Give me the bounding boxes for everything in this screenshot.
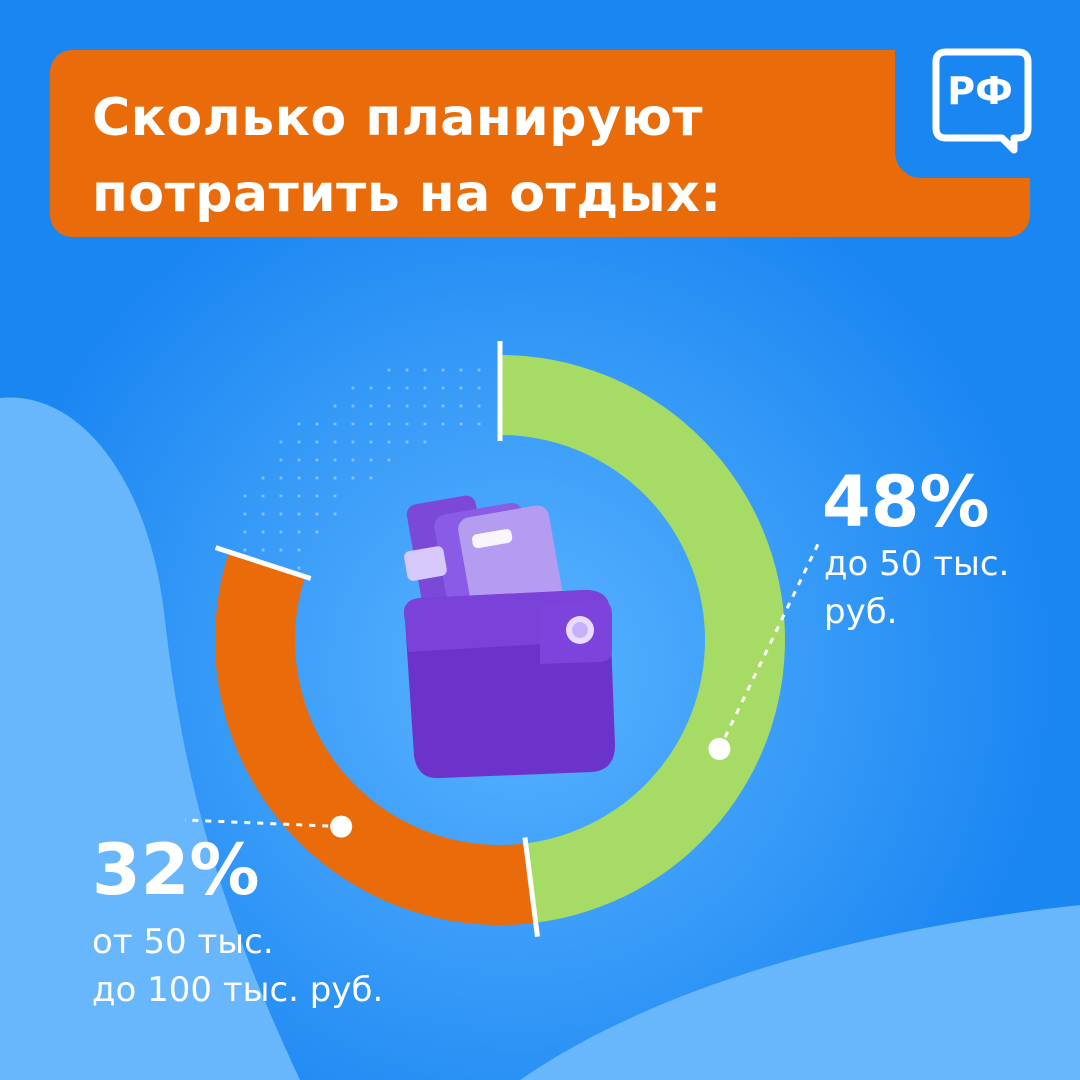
title-line-1: Сколько планируют — [92, 88, 704, 148]
green-description-line-2: руб. — [824, 592, 898, 632]
orange-description-line-1: от 50 тыс. — [92, 922, 274, 962]
page-title: Сколько планируют потратить на отдых: — [92, 80, 852, 232]
green-leader-dot — [708, 737, 731, 760]
slice-separator — [522, 837, 540, 937]
orange-description-line-2: до 100 тыс. руб. — [92, 970, 384, 1010]
green-percent-label: 48% — [822, 461, 990, 543]
title-line-2: потратить на отдых: — [92, 164, 722, 224]
orange-leader-dot — [330, 815, 353, 838]
orange-leader-line — [184, 818, 342, 829]
orange-description: от 50 тыс. до 100 тыс. руб. — [92, 918, 383, 1014]
title-banner — [50, 50, 1030, 237]
left-light-blob — [0, 397, 300, 1080]
green-description-line-1: до 50 тыс. — [824, 544, 1010, 584]
orange-percent-label: 32% — [92, 829, 260, 911]
slice-orange — [214, 551, 536, 925]
slice-green — [500, 355, 786, 923]
logo-text: РФ — [947, 69, 1013, 113]
slice-separator — [214, 545, 312, 581]
green-description: до 50 тыс. руб. — [824, 540, 1009, 636]
bottom-light-blob — [520, 905, 1080, 1080]
chat-bubble-logo-icon — [932, 48, 1032, 154]
